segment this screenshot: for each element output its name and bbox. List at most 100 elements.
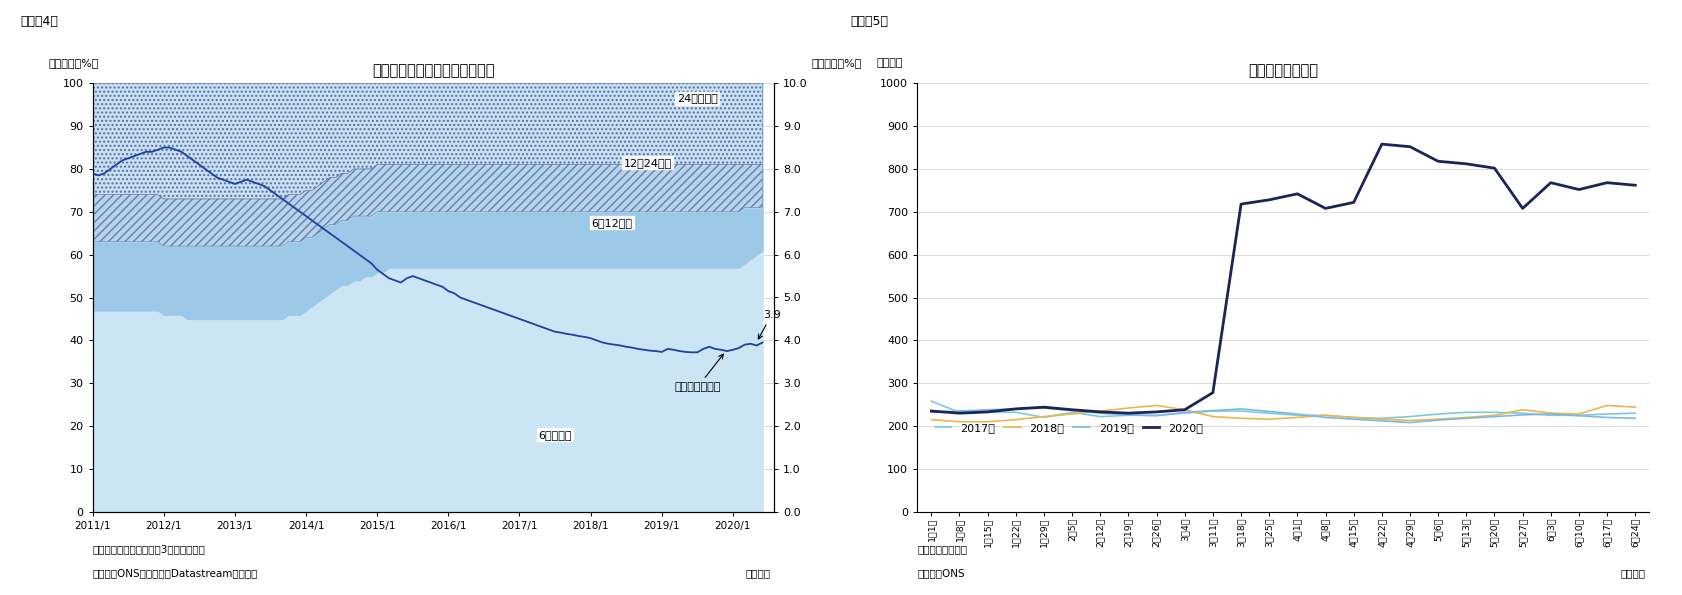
Text: （シェア、%）: （シェア、%） [49, 58, 99, 68]
2020年 [1596, 179, 1616, 186]
2020年 [1455, 160, 1475, 167]
2017年 [1512, 409, 1532, 416]
2018年 [1061, 411, 1082, 418]
2018年 [1484, 412, 1504, 419]
2017年 [1455, 409, 1475, 416]
Text: 24か月以上: 24か月以上 [676, 93, 717, 104]
2018年 [1539, 409, 1559, 416]
2020年 [1315, 205, 1336, 212]
2020年 [949, 409, 969, 416]
2020年 [1371, 140, 1391, 148]
2018年 [1145, 402, 1166, 409]
2020年 [1145, 408, 1166, 415]
Title: 一時休業者の人数: 一時休業者の人数 [1248, 63, 1317, 78]
2018年 [1342, 414, 1362, 421]
2018年 [1399, 417, 1420, 424]
2019年 [1287, 411, 1307, 418]
2019年 [1090, 409, 1110, 416]
2017年 [1625, 409, 1645, 416]
Text: （注）季節調整値、後方3か月移動平均: （注）季節調整値、後方3か月移動平均 [93, 544, 205, 555]
2019年 [1203, 407, 1223, 414]
2018年 [1512, 406, 1532, 414]
2020年 [1033, 403, 1053, 411]
2019年 [1117, 411, 1137, 418]
2020年 [1342, 199, 1362, 206]
2019年 [1230, 405, 1250, 412]
Text: 12－24か月: 12－24か月 [622, 158, 671, 168]
2017年 [1287, 412, 1307, 419]
2020年 [977, 408, 997, 415]
2017年 [977, 409, 997, 416]
2020年 [1230, 201, 1250, 208]
2019年 [1539, 411, 1559, 418]
2019年 [977, 406, 997, 414]
Text: （注）季節調整済: （注）季節調整済 [917, 544, 967, 555]
2020年 [1287, 190, 1307, 198]
2019年 [1315, 414, 1336, 421]
2018年 [920, 416, 940, 423]
Line: 2017年: 2017年 [930, 401, 1635, 418]
Text: （失業率、%）: （失業率、%） [811, 58, 861, 68]
2018年 [1258, 415, 1278, 422]
2018年 [1174, 406, 1194, 414]
Line: 2020年: 2020年 [930, 144, 1635, 413]
Line: 2018年: 2018年 [930, 405, 1635, 422]
Text: （資料）ONSのデータをDatastreamより取得: （資料）ONSのデータをDatastreamより取得 [93, 568, 257, 578]
Legend: 2017年, 2018年, 2019年, 2020年: 2017年, 2018年, 2019年, 2020年 [930, 419, 1206, 437]
2017年 [1230, 408, 1250, 415]
2020年 [920, 408, 940, 415]
Text: 6か月未満: 6か月未満 [538, 430, 572, 440]
2017年 [1117, 412, 1137, 419]
2019年 [949, 408, 969, 415]
2018年 [1230, 415, 1250, 422]
Text: （週次）: （週次） [1620, 568, 1645, 578]
Text: （図袆4）: （図袆4） [20, 15, 59, 28]
2020年 [1174, 406, 1194, 414]
2019年 [1258, 408, 1278, 415]
2019年 [1061, 407, 1082, 414]
2020年 [1006, 405, 1026, 412]
2019年 [1568, 412, 1588, 419]
Text: （万人）: （万人） [876, 58, 903, 68]
2020年 [1428, 158, 1448, 165]
Text: （月次）: （月次） [745, 568, 770, 578]
2020年 [1399, 143, 1420, 151]
2020年 [1117, 409, 1137, 416]
2020年 [1090, 408, 1110, 415]
2018年 [1625, 403, 1645, 411]
2020年 [1568, 186, 1588, 193]
2018年 [1117, 405, 1137, 412]
2020年 [1061, 406, 1082, 414]
2019年 [1428, 416, 1448, 424]
Text: 失業率（右軸）: 失業率（右軸） [674, 354, 723, 393]
2020年 [1512, 205, 1532, 212]
2017年 [1145, 412, 1166, 419]
2018年 [1596, 402, 1616, 409]
2018年 [1371, 415, 1391, 422]
2019年 [920, 409, 940, 416]
2018年 [1315, 412, 1336, 419]
2017年 [1258, 409, 1278, 416]
2018年 [1033, 413, 1053, 420]
2017年 [1006, 409, 1026, 416]
2017年 [1539, 412, 1559, 419]
2017年 [1371, 415, 1391, 422]
2019年 [1371, 417, 1391, 424]
2020年 [1625, 181, 1645, 189]
2019年 [1342, 415, 1362, 422]
2017年 [1174, 409, 1194, 416]
2019年 [1512, 411, 1532, 418]
2019年 [1145, 412, 1166, 419]
2017年 [1315, 412, 1336, 419]
Text: （資料）ONS: （資料）ONS [917, 568, 964, 578]
2018年 [1455, 414, 1475, 421]
2020年 [1203, 389, 1223, 396]
2019年 [1174, 409, 1194, 416]
2017年 [1033, 414, 1053, 421]
2017年 [1596, 411, 1616, 418]
Line: 2019年: 2019年 [930, 408, 1635, 422]
2017年 [1399, 413, 1420, 420]
2020年 [1484, 165, 1504, 172]
2017年 [949, 409, 969, 416]
2019年 [1455, 415, 1475, 422]
